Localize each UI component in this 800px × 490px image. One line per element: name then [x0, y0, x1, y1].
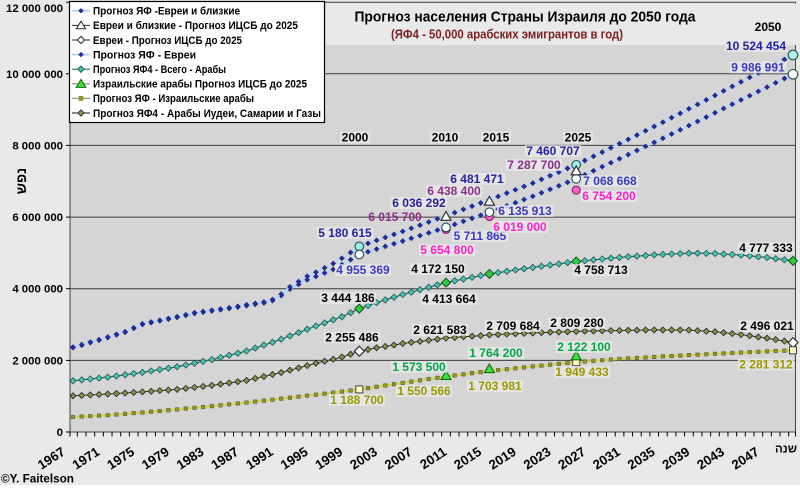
svg-text:Евреи и близкие - Прогноз ИЦСБ: Евреи и близкие - Прогноз ИЦСБ до 2025 [93, 20, 298, 32]
svg-text:6 036 292: 6 036 292 [392, 196, 446, 210]
svg-text:2 709 684: 2 709 684 [486, 319, 540, 333]
svg-text:2 496 021: 2 496 021 [740, 319, 794, 333]
svg-text:2 809 280: 2 809 280 [550, 316, 604, 330]
svg-text:2 281 312: 2 281 312 [739, 358, 793, 372]
svg-text:4 000 000: 4 000 000 [12, 284, 63, 296]
svg-text:4 955 369: 4 955 369 [336, 263, 390, 277]
svg-text:1 949 433: 1 949 433 [555, 365, 609, 379]
svg-text:4 777 333: 4 777 333 [739, 241, 793, 255]
svg-text:7 068 668: 7 068 668 [583, 174, 637, 188]
svg-text:10 524 454: 10 524 454 [726, 39, 786, 53]
svg-text:נפש: נפש [13, 168, 29, 194]
svg-text:Прогноз ЯФ - Израильские арабы: Прогноз ЯФ - Израильские арабы [93, 93, 254, 105]
svg-text:10 000 000: 10 000 000 [6, 69, 63, 81]
svg-text:2 122 100: 2 122 100 [557, 340, 611, 354]
svg-text:2 255 486: 2 255 486 [325, 331, 379, 345]
svg-text:5 180 615: 5 180 615 [318, 226, 372, 240]
svg-text:12 000 000: 12 000 000 [6, 3, 63, 15]
svg-text:1 188 700: 1 188 700 [330, 393, 384, 407]
svg-text:2000: 2000 [342, 131, 369, 145]
svg-text:6 019 000: 6 019 000 [493, 220, 547, 234]
svg-text:0: 0 [57, 427, 63, 439]
svg-text:Прогноз ЯФ4 - Арабы Иудеи, Сам: Прогноз ЯФ4 - Арабы Иудеи, Самарии и Газ… [93, 108, 321, 120]
svg-text:Прогноз ЯФ - Евреи: Прогноз ЯФ - Евреи [93, 49, 196, 61]
svg-text:(ЯФ4 - 50,000 арабских эмигран: (ЯФ4 - 50,000 арабских эмигрантов в год) [391, 28, 623, 42]
svg-text:Израильские арабы Прогноз ИЦСБ: Израильские арабы Прогноз ИЦСБ до 2025 [93, 79, 307, 91]
svg-text:©Y. Faitelson: ©Y. Faitelson [1, 473, 74, 486]
svg-text:4 172 150: 4 172 150 [411, 262, 465, 276]
svg-text:1 550 566: 1 550 566 [397, 384, 451, 398]
svg-text:6 015 700: 6 015 700 [368, 210, 422, 224]
svg-text:2010: 2010 [432, 131, 459, 145]
svg-text:4 758 713: 4 758 713 [574, 263, 628, 277]
svg-text:1 703 981: 1 703 981 [468, 379, 522, 393]
svg-text:4 413 664: 4 413 664 [422, 292, 476, 306]
svg-text:6 754 200: 6 754 200 [582, 189, 636, 203]
svg-text:Прогноз ЯФ4 - Всего - Арабы: Прогноз ЯФ4 - Всего - Арабы [93, 64, 226, 76]
svg-text:שנה: שנה [775, 444, 797, 456]
svg-text:3 444 186: 3 444 186 [321, 291, 375, 305]
svg-text:6 481 471: 6 481 471 [450, 172, 504, 186]
svg-text:7 460 707: 7 460 707 [526, 144, 580, 158]
svg-text:2050: 2050 [755, 20, 782, 34]
svg-text:1 573 500: 1 573 500 [392, 360, 446, 374]
svg-text:6 135 913: 6 135 913 [498, 204, 552, 218]
svg-text:2015: 2015 [483, 131, 510, 145]
svg-text:7 287 700: 7 287 700 [507, 158, 561, 172]
svg-text:2 621 583: 2 621 583 [413, 323, 467, 337]
svg-text:Прогноз ЯФ -Евреи и близкие: Прогноз ЯФ -Евреи и близкие [93, 6, 240, 18]
svg-text:6 438 400: 6 438 400 [427, 184, 481, 198]
svg-text:9 986 991: 9 986 991 [731, 61, 785, 75]
svg-text:6 000 000: 6 000 000 [12, 212, 63, 224]
svg-text:5 654 800: 5 654 800 [420, 243, 474, 257]
svg-text:1 764 200: 1 764 200 [469, 346, 523, 360]
svg-text:2 000 000: 2 000 000 [12, 355, 63, 367]
svg-text:8 000 000: 8 000 000 [12, 140, 63, 152]
svg-text:Прогноз населения Страны Израи: Прогноз населения Страны Израиля до 2050… [355, 9, 697, 26]
svg-text:Евреи - Прогноз ИЦСБ до 2025: Евреи - Прогноз ИЦСБ до 2025 [93, 35, 242, 47]
svg-text:2025: 2025 [565, 131, 592, 145]
